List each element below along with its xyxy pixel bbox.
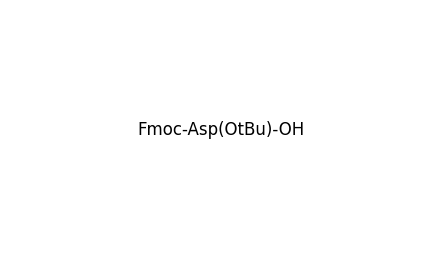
Text: Fmoc-Asp(OtBu)-OH: Fmoc-Asp(OtBu)-OH (138, 121, 305, 139)
